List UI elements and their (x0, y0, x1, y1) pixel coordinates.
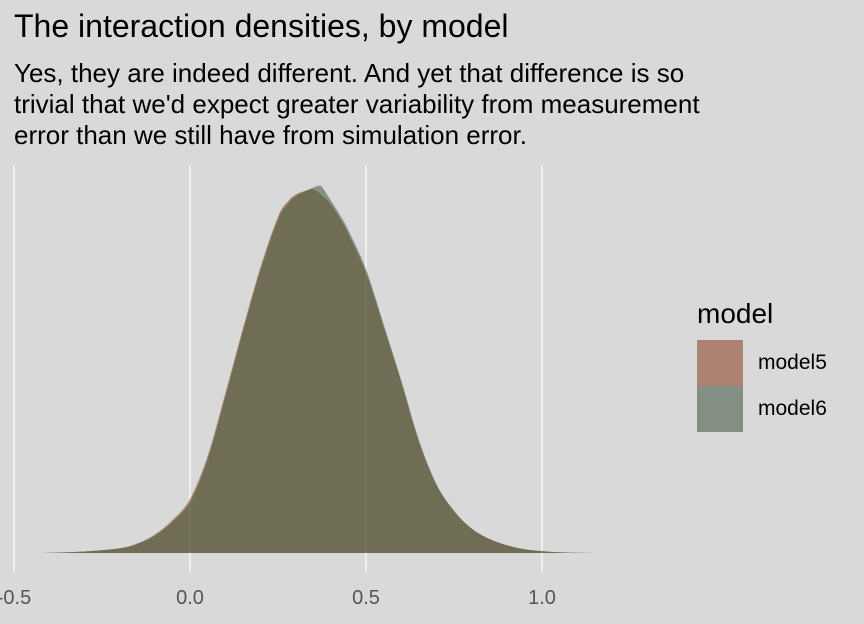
x-axis-ticks: -0.5 0.0 0.5 1.0 (0, 587, 556, 609)
legend-label-model5: model5 (758, 351, 827, 374)
legend-swatch-model6 (697, 386, 743, 432)
x-tick-label: -0.5 (0, 587, 31, 609)
subtitle-line: trivial that we'd expect greater variabi… (14, 89, 700, 119)
legend-swatch-model5 (697, 340, 743, 386)
chart-subtitle: Yes, they are indeed different. And yet … (14, 58, 834, 151)
legend-item-model5: model5 (697, 340, 827, 386)
subtitle-line: Yes, they are indeed different. And yet … (14, 58, 685, 88)
density-series-layer (42, 185, 631, 554)
chart-title: The interaction densities, by model (14, 8, 509, 44)
subtitle-line: error than we still have from simulation… (14, 120, 527, 150)
x-tick-label: 0.5 (352, 587, 380, 609)
x-tick-label: 0.0 (176, 587, 204, 609)
legend-title: model (697, 298, 774, 329)
legend-item-model6: model6 (697, 386, 827, 432)
legend: model model5 model6 (697, 298, 827, 432)
legend-label-model6: model6 (758, 397, 827, 420)
x-tick-label: 1.0 (528, 587, 556, 609)
density-area-model6 (42, 185, 631, 554)
